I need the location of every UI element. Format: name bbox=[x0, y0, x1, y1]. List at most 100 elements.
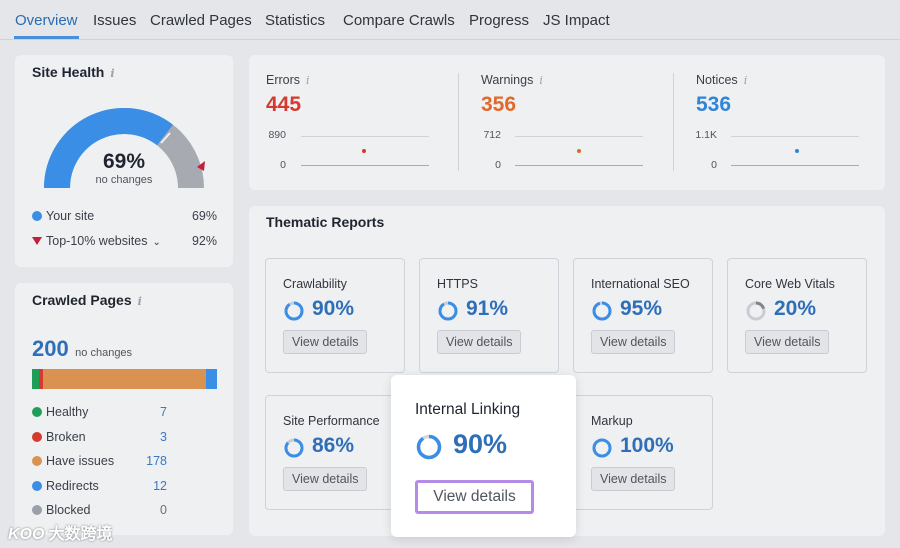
row-value: 0 bbox=[160, 503, 167, 517]
bar-broken[interactable] bbox=[39, 369, 43, 389]
report-card-crawlability[interactable]: Crawlability 90% View details bbox=[265, 258, 405, 373]
view-details-button[interactable]: View details bbox=[283, 330, 368, 354]
report-score: 91% bbox=[466, 297, 509, 320]
report-score: 100% bbox=[620, 434, 674, 457]
view-details-button[interactable]: View details bbox=[745, 330, 830, 354]
notices-baseline bbox=[731, 165, 859, 166]
report-card-international-seo[interactable]: International SEO 95% View details bbox=[573, 258, 713, 373]
tab-js-impact[interactable]: JS Impact bbox=[543, 12, 610, 29]
errors-data-point[interactable] bbox=[362, 149, 366, 153]
progress-ring-icon bbox=[592, 301, 612, 321]
crawled-pages-title: Crawled Pages i bbox=[32, 292, 142, 308]
notices-data-point[interactable] bbox=[795, 149, 799, 153]
crawled-pages-title-text: Crawled Pages bbox=[32, 292, 132, 308]
errors-baseline bbox=[301, 165, 429, 166]
warnings-axis-min: 0 bbox=[495, 159, 501, 171]
report-score: 95% bbox=[620, 297, 663, 320]
errors-value[interactable]: 445 bbox=[266, 93, 302, 116]
view-details-button[interactable]: View details bbox=[437, 330, 522, 354]
legend-label: Your site bbox=[46, 209, 95, 223]
report-title: Site Performance bbox=[283, 414, 380, 428]
bar-have-issues[interactable] bbox=[43, 369, 206, 389]
notices-axis-max: 1.1K bbox=[695, 129, 717, 141]
row-value[interactable]: 7 bbox=[160, 405, 167, 419]
errors-label: Errors i bbox=[266, 73, 310, 87]
view-details-button[interactable]: View details bbox=[415, 480, 534, 514]
row-have-issues[interactable]: Have issues 178 bbox=[32, 454, 167, 468]
report-title: Crawlability bbox=[283, 277, 347, 291]
crawled-pages-count[interactable]: 200 bbox=[32, 336, 69, 361]
site-health-title-text: Site Health bbox=[32, 64, 105, 80]
report-card-markup[interactable]: Markup 100% View details bbox=[573, 395, 713, 510]
info-icon[interactable]: i bbox=[306, 74, 310, 87]
active-tab-indicator bbox=[14, 36, 79, 39]
notices-gridline bbox=[731, 136, 859, 137]
legend-top-10[interactable]: Top-10% websites ⌄ 92% bbox=[32, 234, 217, 248]
warnings-value[interactable]: 356 bbox=[481, 93, 517, 116]
site-health-gauge bbox=[44, 108, 205, 189]
warnings-label: Warnings i bbox=[481, 73, 543, 87]
errors-gridline bbox=[301, 136, 429, 137]
row-value[interactable]: 3 bbox=[160, 430, 167, 444]
errors-axis-min: 0 bbox=[280, 159, 286, 171]
tab-bar: Overview Issues Crawled Pages Statistics… bbox=[0, 0, 900, 40]
warnings-data-point[interactable] bbox=[577, 149, 581, 153]
row-label: Broken bbox=[46, 430, 86, 444]
errors-axis-max: 890 bbox=[268, 129, 286, 141]
tab-issues[interactable]: Issues bbox=[93, 12, 137, 29]
report-card-internal-linking[interactable]: Internal Linking 90% View details bbox=[391, 375, 576, 537]
view-details-button[interactable]: View details bbox=[283, 467, 368, 491]
notices-label-text: Notices bbox=[696, 73, 738, 87]
view-details-button[interactable]: View details bbox=[591, 330, 676, 354]
report-title: Markup bbox=[591, 414, 633, 428]
site-health-card: Site Health i 69% no changes Your site 69… bbox=[15, 55, 233, 267]
tab-overview[interactable]: Overview bbox=[15, 12, 78, 29]
legend-value: 69% bbox=[191, 209, 217, 223]
legend-label: Top-10% websites bbox=[46, 234, 148, 248]
report-score: 20% bbox=[774, 297, 817, 320]
crawled-pages-bar bbox=[32, 369, 217, 389]
warnings-axis-max: 712 bbox=[483, 129, 501, 141]
info-icon[interactable]: i bbox=[110, 67, 115, 80]
green-dot-icon bbox=[32, 407, 42, 417]
row-broken[interactable]: Broken 3 bbox=[32, 430, 167, 444]
row-healthy[interactable]: Healthy 7 bbox=[32, 405, 167, 419]
info-icon[interactable]: i bbox=[539, 74, 543, 87]
row-label: Healthy bbox=[46, 405, 89, 419]
info-icon[interactable]: i bbox=[137, 295, 142, 308]
blue-dot-icon bbox=[32, 481, 42, 491]
notices-value[interactable]: 536 bbox=[696, 93, 732, 116]
info-icon[interactable]: i bbox=[743, 74, 748, 87]
progress-ring-icon bbox=[746, 301, 766, 321]
red-triangle-icon bbox=[32, 237, 42, 245]
row-redirects[interactable]: Redirects 12 bbox=[32, 479, 167, 493]
notices-label: Notices i bbox=[696, 73, 747, 87]
view-details-button[interactable]: View details bbox=[591, 467, 676, 491]
legend-value: 92% bbox=[191, 234, 217, 248]
row-value[interactable]: 178 bbox=[146, 454, 167, 468]
bar-healthy[interactable] bbox=[32, 369, 39, 389]
tab-compare-crawls[interactable]: Compare Crawls bbox=[343, 12, 455, 29]
tab-progress[interactable]: Progress bbox=[469, 12, 530, 29]
chevron-down-icon[interactable]: ⌄ bbox=[152, 237, 161, 248]
top-10-marker-icon bbox=[197, 161, 205, 171]
crawled-pages-summary: 200 no changes bbox=[32, 336, 132, 362]
report-card-site-performance[interactable]: Site Performance 86% View details bbox=[265, 395, 405, 510]
report-card-https[interactable]: HTTPS 91% View details bbox=[419, 258, 559, 373]
site-health-percent: 69% bbox=[102, 150, 146, 173]
tab-crawled-pages[interactable]: Crawled Pages bbox=[150, 12, 252, 29]
row-blocked: Blocked 0 bbox=[32, 503, 167, 517]
report-card-core-web-vitals[interactable]: Core Web Vitals 20% View details bbox=[727, 258, 867, 373]
row-value[interactable]: 12 bbox=[153, 479, 167, 493]
bar-redirects[interactable] bbox=[206, 369, 217, 389]
site-health-title: Site Health i bbox=[32, 64, 115, 80]
tab-statistics[interactable]: Statistics bbox=[265, 12, 326, 29]
report-title: Internal Linking bbox=[415, 401, 521, 418]
errors-label-text: Errors bbox=[266, 73, 301, 87]
divider bbox=[458, 73, 459, 171]
report-title: International SEO bbox=[591, 277, 690, 291]
blue-dot-icon bbox=[32, 211, 42, 221]
report-score: 90% bbox=[453, 429, 508, 459]
progress-ring-icon bbox=[416, 434, 442, 460]
legend-your-site: Your site 69% bbox=[32, 209, 217, 223]
